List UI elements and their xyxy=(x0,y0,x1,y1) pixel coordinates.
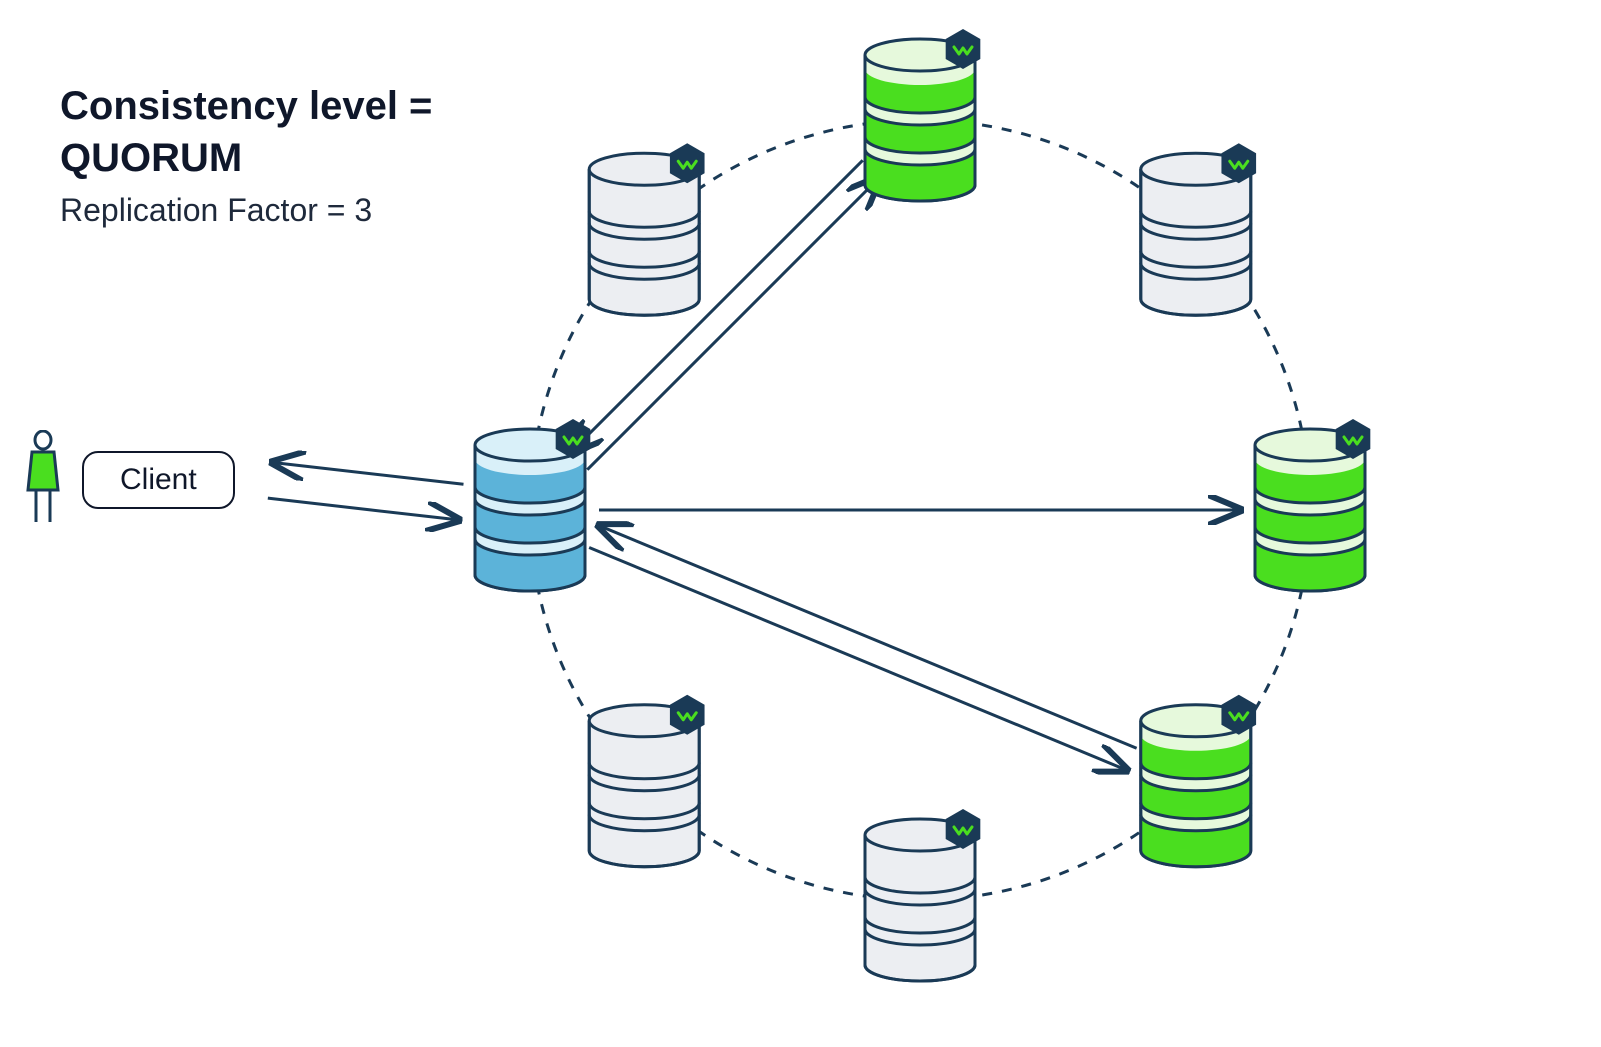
arrow xyxy=(272,462,464,484)
db-node-n4 xyxy=(1255,419,1370,591)
db-node-n2 xyxy=(865,29,980,201)
quorum-diagram: Consistency level = QUORUM Replication F… xyxy=(0,0,1601,1047)
db-node-n3 xyxy=(1141,143,1256,315)
db-node-n7 xyxy=(589,695,704,867)
db-node-coordinator xyxy=(475,419,590,591)
db-node-n1 xyxy=(589,143,704,315)
db-node-n6 xyxy=(865,809,980,981)
ring-canvas xyxy=(0,0,1601,1047)
arrow xyxy=(268,498,460,520)
db-node-n5 xyxy=(1141,695,1256,867)
